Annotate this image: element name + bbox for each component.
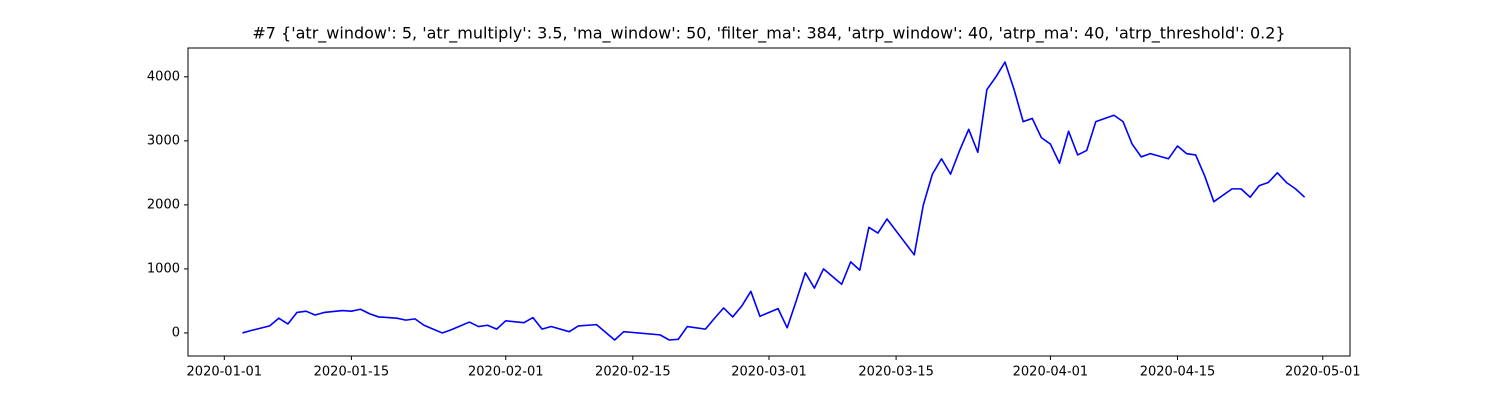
chart-title: #7 {'atr_window': 5, 'atr_multiply': 3.5… — [252, 24, 1285, 44]
y-tick-label: 3000 — [147, 133, 180, 148]
x-tick-label: 2020-01-01 — [187, 365, 263, 380]
x-tick-label: 2020-02-01 — [468, 365, 544, 380]
line — [242, 61, 1306, 341]
y-tick-label: 4000 — [147, 69, 180, 84]
y-tick-label: 1000 — [147, 261, 180, 276]
x-tick-label: 2020-03-01 — [731, 365, 807, 380]
y-tick-label: 0 — [172, 325, 180, 340]
x-tick-label: 2020-04-01 — [1013, 365, 1089, 380]
x-tick-label: 2020-05-01 — [1285, 365, 1361, 380]
x-tick-label: 2020-03-15 — [858, 365, 934, 380]
x-tick-label: 2020-04-15 — [1140, 365, 1216, 380]
y-tick-label: 2000 — [147, 197, 180, 212]
x-tick-label: 2020-01-15 — [314, 365, 390, 380]
x-tick-label: 2020-02-15 — [595, 365, 671, 380]
